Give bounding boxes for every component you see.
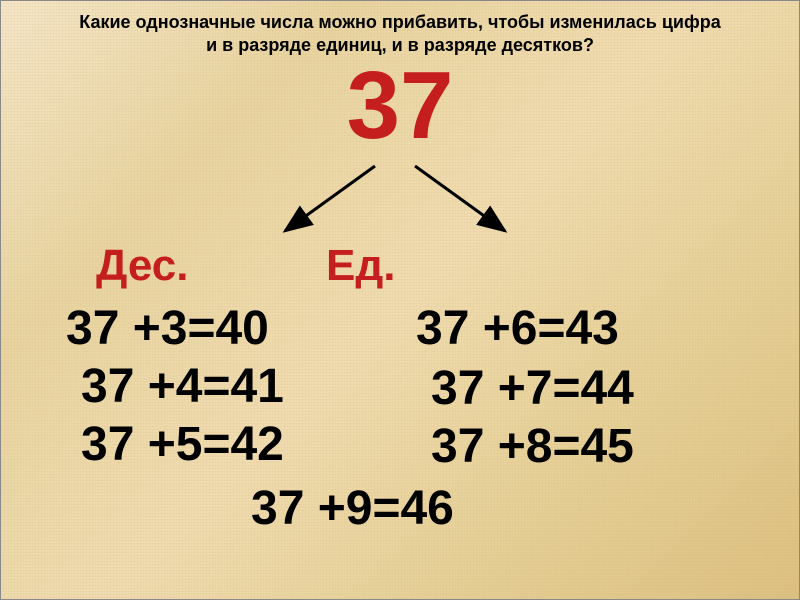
question-line1: Какие однозначные числа можно прибавить,… — [79, 12, 720, 32]
units-label: Ед. — [326, 241, 396, 291]
main-number: 37 — [1, 58, 799, 154]
tens-label: Дес. — [96, 241, 188, 291]
equation-6: 37 +8=45 — [431, 419, 634, 474]
equation-7: 37 +9=46 — [251, 481, 454, 536]
right-arrow — [415, 166, 505, 231]
equation-4: 37 +6=43 — [416, 301, 619, 356]
left-arrow — [285, 166, 375, 231]
branch-arrows — [250, 156, 550, 246]
equation-1: 37 +3=40 — [66, 301, 269, 356]
equation-5: 37 +7=44 — [431, 361, 634, 416]
equation-3: 37 +5=42 — [81, 417, 284, 472]
equation-2: 37 +4=41 — [81, 359, 284, 414]
